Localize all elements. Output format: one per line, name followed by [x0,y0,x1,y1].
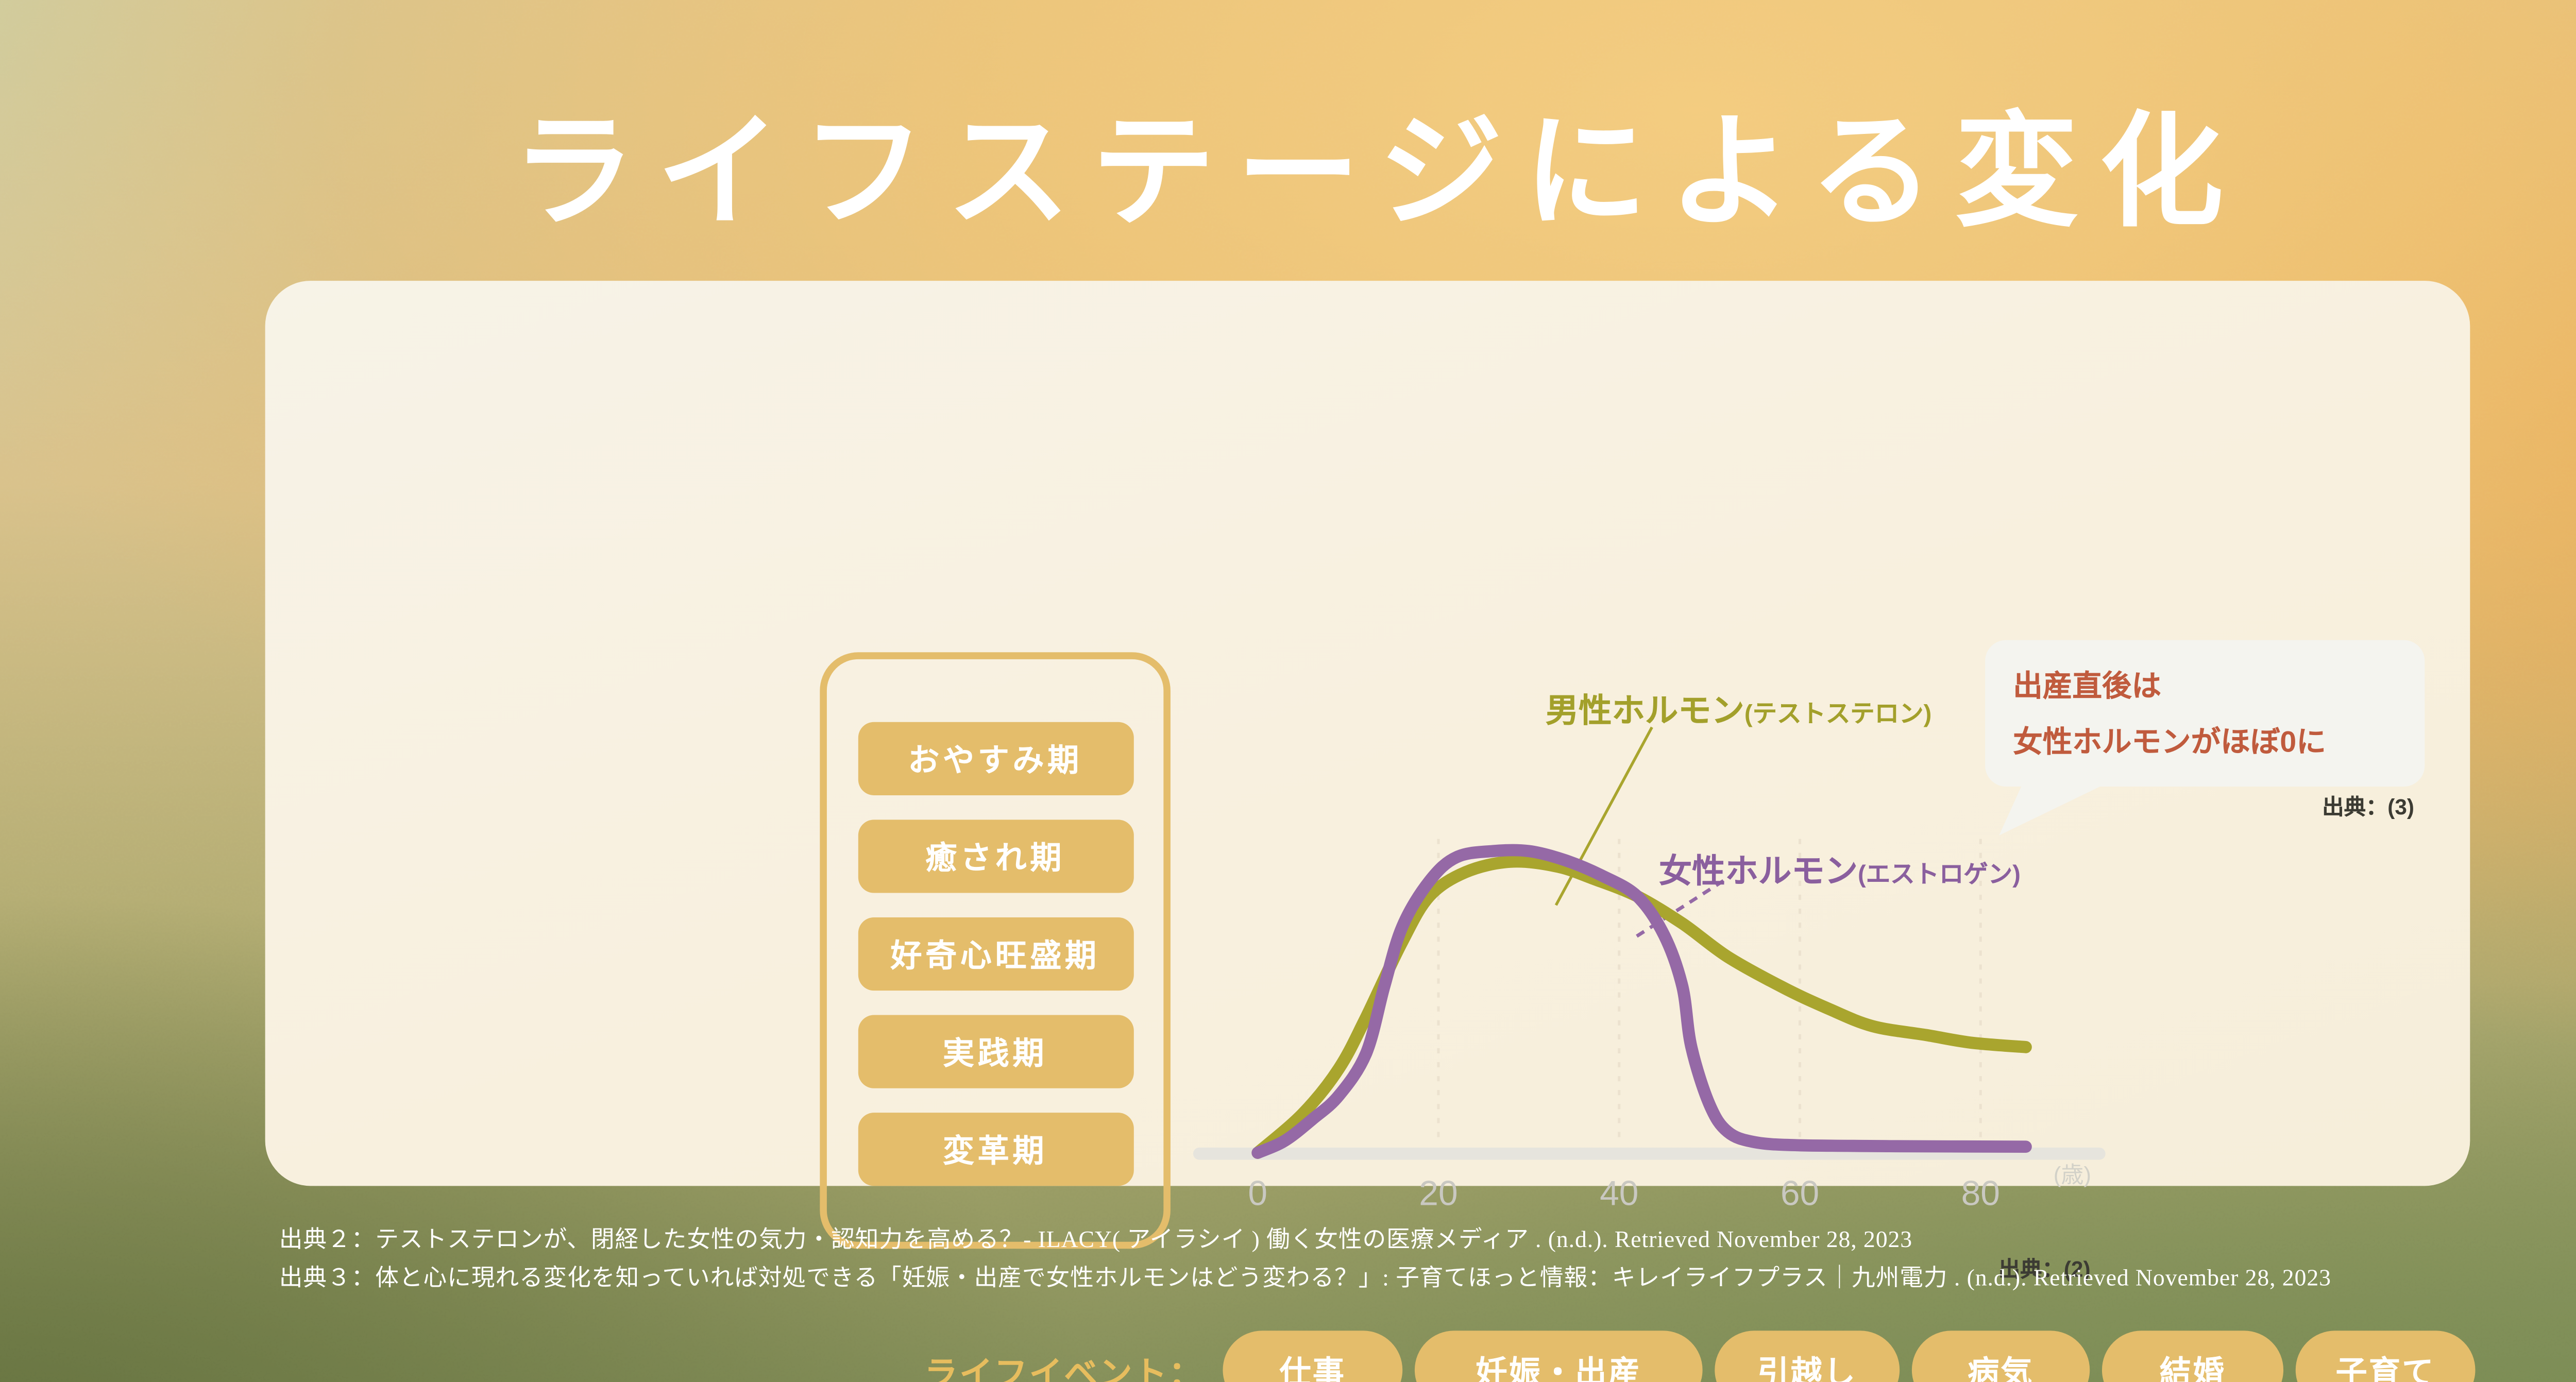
bubble-source-citation: 出典：(3) [2322,795,2415,820]
life-event-pill-0[interactable]: 仕事 [1223,1330,1403,1382]
footer-citation-2: 出典２：テストステロンが、閉経した女性の気力・認知力を高める？- ILACY( … [279,1226,1913,1253]
life-event-pill-2[interactable]: 引越し [1715,1330,1900,1382]
x-tick-80: 80 [1961,1174,2000,1213]
x-tick-0: 0 [1248,1174,1267,1213]
x-tick-20: 20 [1419,1174,1458,1213]
male-hormone-label: 男性ホルモン(テストステロン) [1546,686,1931,732]
annotation-bubble: 出産直後は 女性ホルモンがほぼ0に [1985,640,2425,787]
male-hormone-label-main: 男性ホルモン [1545,694,1744,731]
life-stage-list: おやすみ期癒され期好奇心旺盛期 実践期変革期 [820,652,1171,1249]
x-axis-tick-labels: 0 20 40 60 80 [1248,1174,2000,1213]
chart-source-citation: 出典：(2) [1998,1257,2091,1282]
female-hormone-label-sub: (エストロゲン) [1857,860,2021,888]
life-event-pill-5[interactable]: 子育て [2295,1330,2476,1382]
female-hormone-label: 女性ホルモン(エストロゲン) [1659,846,2021,893]
page-title: ライフステージによる変化 [512,105,2245,243]
annotation-line-1: 出産直後は [2013,670,2162,703]
life-stage-pill-0[interactable]: おやすみ期 [857,722,1133,795]
annotation-line-2: 女性ホルモンがほぼ0に [2013,725,2326,759]
x-tick-40: 40 [1600,1174,1638,1213]
life-stage-pill-3[interactable]: 実践期 [857,1015,1133,1088]
life-stage-pill-1[interactable]: 癒され期 [857,820,1133,893]
hormone-line-chart: 0 20 40 60 80 (歳) [1193,726,2106,1213]
female-label-leader-line [1635,879,1725,939]
x-tick-60: 60 [1781,1174,1819,1213]
life-event-pill-1[interactable]: 妊娠・出産 [1414,1330,1703,1382]
life-stage-pill-2[interactable]: 好奇心旺盛期 [857,917,1133,991]
life-events-label: ライフイベント： [924,1357,1204,1382]
female-hormone-curve [1251,844,2032,1159]
male-hormone-curve [1251,855,2032,1159]
female-hormone-label-main: 女性ホルモン [1658,855,1858,892]
life-event-pill-3[interactable]: 病気 [1911,1330,2090,1382]
life-stage-pill-4[interactable]: 変革期 [857,1113,1133,1186]
content-card: おやすみ期癒され期好奇心旺盛期 実践期変革期 0 20 40 60 80 (歳) 男性ホル… [265,281,2476,1382]
life-event-pill-4[interactable]: 結婚 [2102,1330,2284,1382]
x-axis-unit-label: (歳) [2054,1163,2091,1188]
male-hormone-label-sub: (テストステロン) [1744,699,1932,727]
footer-citation-3: 出典３：体と心に現れる変化を知っていれば対処できる「妊娠・出産で女性ホルモンはど… [279,1264,2331,1291]
